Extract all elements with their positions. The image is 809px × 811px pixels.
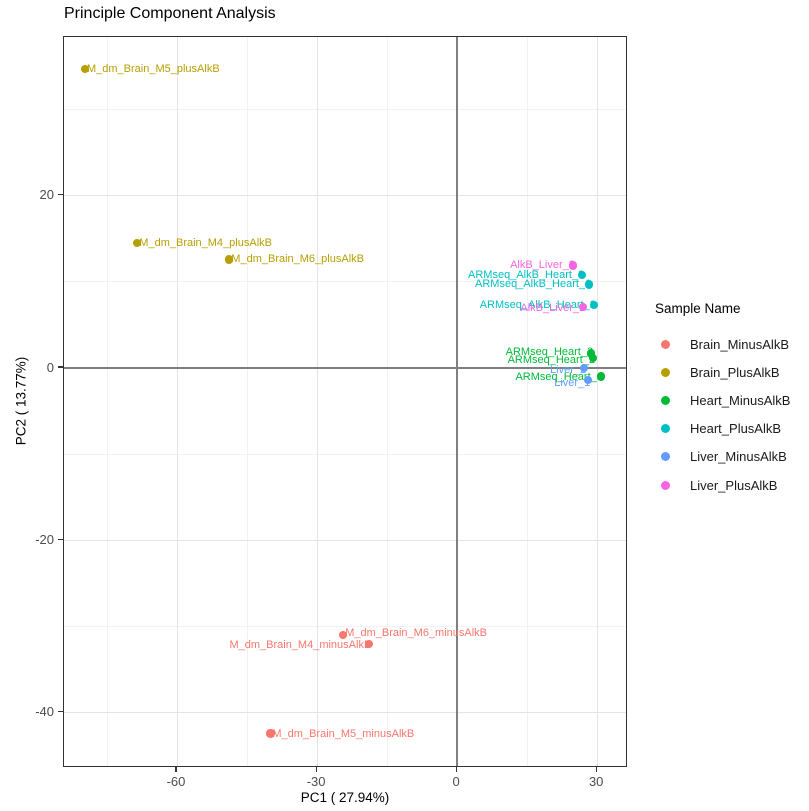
legend-entry: Brain_MinusAlkB xyxy=(642,330,790,358)
data-point xyxy=(579,302,588,311)
gridline-major-horizontal xyxy=(64,195,626,197)
legend-entry: Liver_PlusAlkB xyxy=(642,471,790,499)
point-label: ARMseq_AlkB_Heart_1 xyxy=(475,278,592,291)
data-point xyxy=(585,280,594,289)
x-axis-title: PC1 ( 27.94%) xyxy=(300,790,390,805)
point-label: ARMseq_Heart_2 xyxy=(507,353,595,366)
point-label: AlkB_Liver_2 xyxy=(510,259,575,272)
data-point xyxy=(225,255,234,264)
y-tick-mark xyxy=(57,538,63,540)
x-tick-label: 0 xyxy=(452,774,460,789)
data-point xyxy=(588,353,598,362)
gridline-minor-horizontal xyxy=(64,281,626,283)
gridline-minor-vertical xyxy=(246,37,248,766)
point-label: ARMseq_Heart_1 xyxy=(515,370,603,383)
data-point xyxy=(579,363,589,373)
data-point xyxy=(586,349,596,358)
data-point xyxy=(578,270,587,280)
point-label: M_dm_Brain_M5_plusAlkB xyxy=(87,62,220,75)
y-tick-mark xyxy=(57,711,63,713)
legend-swatch xyxy=(661,424,670,434)
point-label: M_dm_Brain_M4_plusAlkB xyxy=(139,237,272,249)
point-label: ARMseq_Heart_3 xyxy=(505,346,594,359)
gridline-major-horizontal xyxy=(64,712,626,714)
y-tick-mark xyxy=(57,194,63,196)
data-point xyxy=(133,238,142,248)
legend-label: Heart_PlusAlkB xyxy=(690,421,782,437)
gridline-major-vertical xyxy=(316,37,318,766)
data-point xyxy=(584,375,593,385)
legend-title: Sample Name xyxy=(655,301,741,316)
y-tick-label: 20 xyxy=(39,187,54,203)
gridline-major-vertical xyxy=(596,37,598,766)
point-label: ARMseq_AlkB_Heart_2 xyxy=(479,299,596,312)
point-label: M_dm_Brain_M4_minusAlkB xyxy=(229,638,372,651)
point-label: M_dm_Brain_M6_minusAlkB xyxy=(345,627,488,640)
data-point xyxy=(596,372,606,381)
point-label: AlkB_Liver_1 xyxy=(520,301,586,314)
gridline-minor-vertical xyxy=(386,37,388,766)
data-point xyxy=(339,631,348,640)
x-tick-mark xyxy=(315,767,317,772)
plot-panel: M_dm_Brain_M5_plusAlkB M_dm_Brain_M4_plus… xyxy=(63,36,627,767)
gridline-minor-horizontal xyxy=(64,626,626,628)
chart-title: Principle Component Analysis xyxy=(64,5,276,22)
legend-label: Liver_MinusAlkB xyxy=(690,449,787,465)
gridline-minor-vertical xyxy=(106,37,108,766)
legend-swatch xyxy=(661,339,670,349)
legend-swatch xyxy=(661,367,670,377)
gridline-minor-horizontal xyxy=(64,108,626,110)
y-axis-title: PC2 ( 13.77%) xyxy=(13,356,29,446)
reference-hline xyxy=(64,367,626,369)
legend-entry: Heart_PlusAlkB xyxy=(642,415,790,443)
data-point xyxy=(80,64,90,74)
legend-swatch xyxy=(661,480,670,490)
legend-label: Brain_PlusAlkB xyxy=(690,364,780,380)
point-label: Liver_2 xyxy=(550,364,587,376)
reference-vline xyxy=(456,37,458,766)
x-tick-mark xyxy=(595,767,597,772)
legend: Sample Name Brain_MinusAlkB Brain_PlusAlk… xyxy=(642,301,790,499)
point-label: M_dm_Brain_M6_plusAlkB xyxy=(231,253,364,266)
y-tick-label: -20 xyxy=(35,531,54,547)
y-tick-label: 0 xyxy=(46,359,54,375)
legend-entry: Brain_PlusAlkB xyxy=(642,358,790,386)
legend-entry: Heart_MinusAlkB xyxy=(642,386,790,414)
gridline-minor-horizontal xyxy=(64,453,626,455)
legend-entry: Liver_MinusAlkB xyxy=(642,443,790,471)
x-tick-mark xyxy=(175,767,177,772)
point-label: ARMseq_AlkB_Heart_3 xyxy=(468,268,585,281)
legend-label: Brain_MinusAlkB xyxy=(690,336,789,352)
y-tick-label: -40 xyxy=(35,704,54,720)
data-point xyxy=(568,261,578,270)
x-tick-label: -60 xyxy=(166,774,186,789)
gridline-minor-vertical xyxy=(526,37,528,766)
x-tick-label: 30 xyxy=(588,774,604,789)
x-tick-mark xyxy=(455,767,457,772)
gridline-major-horizontal xyxy=(64,539,626,541)
legend-label: Heart_MinusAlkB xyxy=(690,392,791,408)
legend-label: Liver_PlusAlkB xyxy=(690,477,778,493)
data-point xyxy=(365,639,374,649)
data-point xyxy=(266,729,275,738)
legend-entries: Brain_MinusAlkB Brain_PlusAlkB Heart_Minus… xyxy=(642,330,790,499)
y-tick-mark xyxy=(57,366,63,368)
point-label: Liver_1 xyxy=(554,377,591,390)
legend-swatch xyxy=(661,452,670,462)
data-point xyxy=(589,300,599,310)
legend-swatch xyxy=(661,395,670,405)
x-tick-label: -30 xyxy=(306,774,326,789)
gridline-major-vertical xyxy=(176,37,178,766)
point-label: M_dm_Brain_M5_minusAlkB xyxy=(272,727,415,740)
